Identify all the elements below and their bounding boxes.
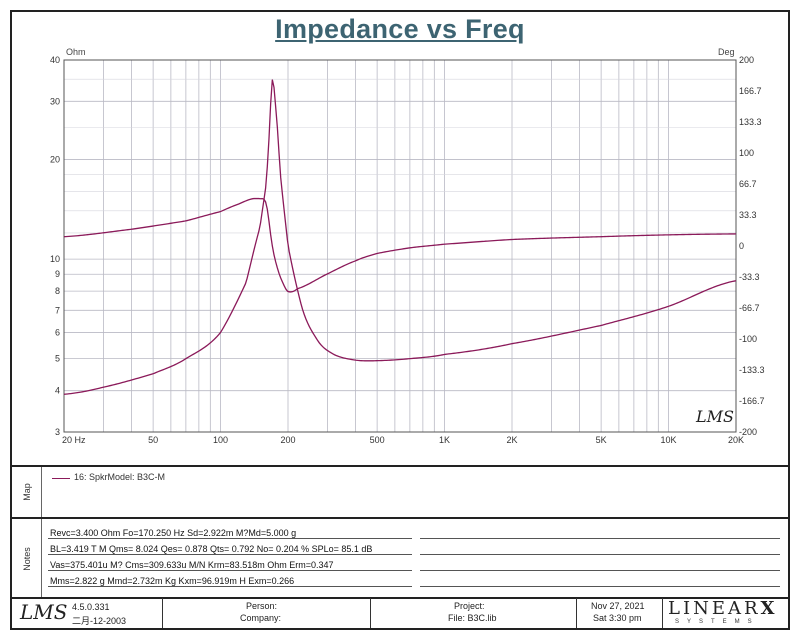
- time-text: Sat 3:30 pm: [593, 613, 642, 623]
- y-right-tick-label: 100: [739, 148, 754, 158]
- note-rule: [420, 586, 780, 587]
- y-left-unit: Ohm: [66, 47, 86, 57]
- note-line-1: Revc=3.400 Ohm Fo=170.250 Hz Sd=2.922m M…: [50, 528, 297, 538]
- impedance-series-line: [63, 79, 737, 395]
- note-rule: [420, 570, 780, 571]
- brand-cell: [662, 598, 788, 628]
- map-label-cell: Map: [12, 467, 42, 517]
- map-band: Map: [12, 465, 788, 517]
- linearx-logo: LINEARX: [668, 598, 777, 619]
- y-right-tick-label: 33.3: [739, 210, 757, 220]
- x-tick-label: 100: [213, 435, 228, 445]
- map-label: Map: [21, 483, 32, 501]
- note-line-4: Mms=2.822 g Mmd=2.732m Kg Kxm=96.919m H …: [50, 576, 295, 586]
- version-text: 4.5.0.331: [72, 602, 110, 612]
- y-right-tick-label: -166.7: [739, 396, 765, 406]
- note-rule: [48, 570, 412, 571]
- y-right-tick-label: -66.7: [739, 303, 760, 313]
- y-left-tick-label: 30: [50, 96, 60, 106]
- brand-x: X: [760, 598, 778, 619]
- y-right-tick-label: 166.7: [739, 86, 762, 96]
- x-tick-label: 2K: [506, 435, 517, 445]
- note-line-3: Vas=375.401u M? Cms=309.633u M/N Krm=83.…: [50, 560, 334, 570]
- person-label: Person:: [246, 601, 278, 611]
- y-right-unit: Deg: [718, 47, 735, 57]
- y-left-tick-label: 9: [55, 269, 60, 279]
- y-left-tick-label: 40: [50, 55, 60, 65]
- x-tick-label: 20 Hz: [62, 435, 86, 445]
- x-tick-label: 5K: [596, 435, 607, 445]
- y-right-tick-label: -100: [739, 334, 757, 344]
- chart-title: Impedance vs Freq: [275, 14, 525, 44]
- y-right-tick-label: -200: [739, 427, 757, 437]
- y-right-tick-label: 200: [739, 55, 754, 65]
- y-left-tick-label: 20: [50, 155, 60, 165]
- y-left-tick-label: 8: [55, 286, 60, 296]
- y-right-tick-label: -33.3: [739, 272, 760, 282]
- project-cell: Project: File: B3C.lib: [370, 598, 576, 628]
- y-left-tick-label: 4: [55, 386, 60, 396]
- y-left-tick-label: 10: [50, 254, 60, 264]
- x-tick-label: 200: [280, 435, 295, 445]
- x-tick-label: 1K: [439, 435, 450, 445]
- date-text: Nov 27, 2021: [591, 601, 645, 611]
- note-rule: [48, 538, 412, 539]
- note-rule: [420, 554, 780, 555]
- build-date-text: 二月-12-2003: [72, 616, 127, 626]
- chart-watermark: LMS: [696, 407, 734, 426]
- y-right-tick-label: 133.3: [739, 117, 762, 127]
- note-rule: [48, 586, 412, 587]
- x-tick-label: 20K: [728, 435, 744, 445]
- y-left-tick-label: 7: [55, 305, 60, 315]
- notes-band: Notes: [12, 517, 788, 598]
- notes-label: Notes: [21, 546, 32, 571]
- notes-label-cell: Notes: [12, 519, 42, 598]
- plot-border: [63, 59, 737, 433]
- note-rule: [48, 554, 412, 555]
- note-rule: [420, 538, 780, 539]
- file-label: File: B3C.lib: [448, 613, 497, 623]
- brand-word: LINEAR: [668, 598, 761, 619]
- y-left-tick-label: 6: [55, 327, 60, 337]
- project-label: Project:: [454, 601, 485, 611]
- x-tick-label: 500: [370, 435, 385, 445]
- y-right-tick-label: 66.7: [739, 179, 757, 189]
- impedance-chart: 3 4 5 6 7 8 9 10 20 30 40 200 166.7 133.3 100 66.7 33.3 0…: [50, 55, 765, 445]
- lms-logo: LMS: [20, 600, 68, 624]
- person-cell: Person: Company:: [162, 598, 370, 628]
- linearx-subtitle: SYSTEMS: [675, 619, 760, 625]
- x-tick-label: 50: [148, 435, 158, 445]
- x-tick-label: 10K: [661, 435, 677, 445]
- company-label: Company:: [240, 613, 282, 623]
- legend-entry: 16: SpkrModel: B3C-M: [74, 472, 166, 482]
- date-cell: Nov 27, 2021 Sat 3:30 pm: [576, 598, 662, 628]
- note-line-2: BL=3.419 T M Qms= 8.024 Qes= 0.878 Qts= …: [50, 544, 373, 554]
- plot-area: [64, 60, 736, 432]
- y-left-tick-label: 3: [55, 427, 60, 437]
- phase-series-line: [63, 197, 737, 293]
- y-right-tick-label: -133.3: [739, 365, 765, 375]
- y-right-tick-label: 0: [739, 241, 744, 251]
- footer-band: [12, 597, 788, 630]
- legend-swatch: [52, 478, 70, 479]
- y-left-tick-label: 5: [55, 354, 60, 364]
